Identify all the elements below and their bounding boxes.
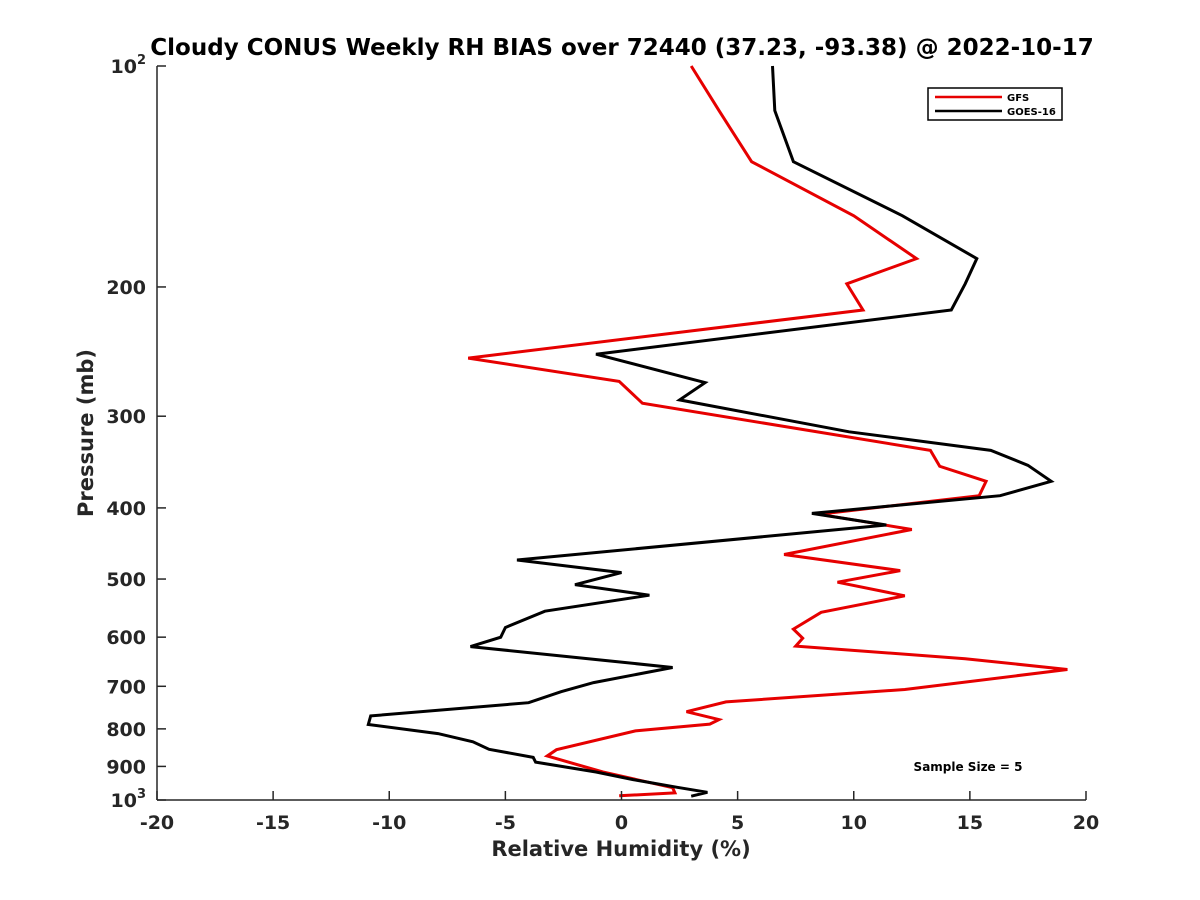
legend-label-goes-16: GOES-16 [1007, 107, 1056, 118]
series-line-goes-16 [366, 65, 1055, 798]
x-tick-label: 10 [841, 812, 867, 834]
y-tick-label: 800 [106, 719, 146, 741]
legend-box [927, 87, 1063, 121]
x-tick-label: 15 [957, 812, 983, 834]
legend-label-gfs: GFS [1007, 93, 1029, 104]
x-tick-label: 5 [731, 812, 744, 834]
x-tick-label: -20 [140, 812, 174, 834]
chart-title: Cloudy CONUS Weekly RH BIAS over 72440 (… [150, 35, 1093, 61]
y-axis-label: Pressure (mb) [74, 349, 98, 517]
tick-labels: -20 -15 -10 -5 0 5 10 15 20 102 200 300 400 500 600 700… [106, 53, 1099, 834]
plot-series [366, 65, 1068, 798]
series-line-gfs [467, 65, 1068, 798]
y-tick-label: 200 [106, 277, 146, 299]
y-tick-label: 600 [106, 627, 146, 649]
legend: GFS GOES-16 [927, 87, 1063, 121]
x-tick-label: -5 [495, 812, 516, 834]
y-tick-label: 102 [111, 53, 147, 78]
y-tick-label: 103 [111, 787, 147, 812]
sample-size-annotation: Sample Size = 5 [914, 760, 1023, 774]
x-tick-label: -10 [372, 812, 406, 834]
x-tick-label: -15 [256, 812, 290, 834]
x-tick-label: 0 [615, 812, 628, 834]
x-axis-label: Relative Humidity (%) [491, 837, 750, 861]
y-tick-label: 500 [106, 569, 146, 591]
y-tick-label: 900 [106, 756, 146, 778]
y-tick-label: 400 [106, 498, 146, 520]
x-tick-label: 20 [1073, 812, 1099, 834]
y-tick-label: 300 [106, 406, 146, 428]
plot-axes [156, 65, 1087, 801]
y-tick-label: 700 [106, 676, 146, 698]
